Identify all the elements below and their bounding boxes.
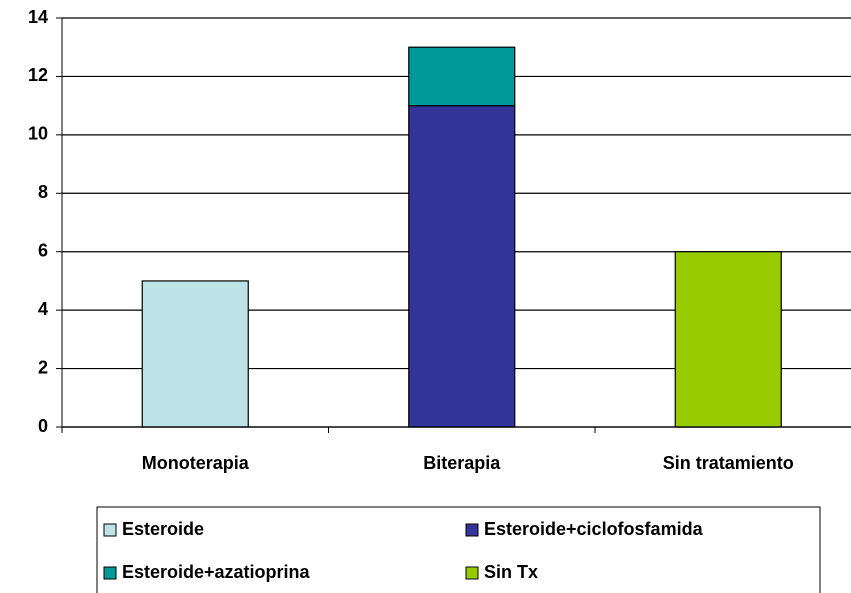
legend-swatch (103, 523, 117, 537)
bar (141, 280, 249, 428)
y-tick-label: 8 (38, 182, 48, 202)
bar (408, 46, 516, 107)
y-tick-label: 10 (28, 124, 48, 144)
x-tick-label: Sin tratamiento (663, 453, 794, 473)
legend-box (96, 506, 821, 593)
x-tick-label: Monoterapia (142, 453, 250, 473)
x-tick-label: Biterapia (423, 453, 501, 473)
legend-label: Esteroide (122, 519, 204, 539)
legend-label: Sin Tx (484, 562, 538, 582)
bar (674, 251, 782, 428)
legend-swatch (465, 566, 479, 580)
y-tick-label: 6 (38, 240, 48, 260)
legend-swatch (103, 566, 117, 580)
y-tick-label: 4 (38, 299, 48, 319)
y-tick-label: 12 (28, 65, 48, 85)
legend-swatch (465, 523, 479, 537)
y-tick-label: 14 (28, 7, 48, 27)
y-tick-label: 0 (38, 416, 48, 436)
y-tick-label: 2 (38, 357, 48, 377)
legend-label: Esteroide+azatioprina (122, 562, 311, 582)
legend-label: Esteroide+ciclofosfamida (484, 519, 704, 539)
bar (408, 105, 516, 428)
